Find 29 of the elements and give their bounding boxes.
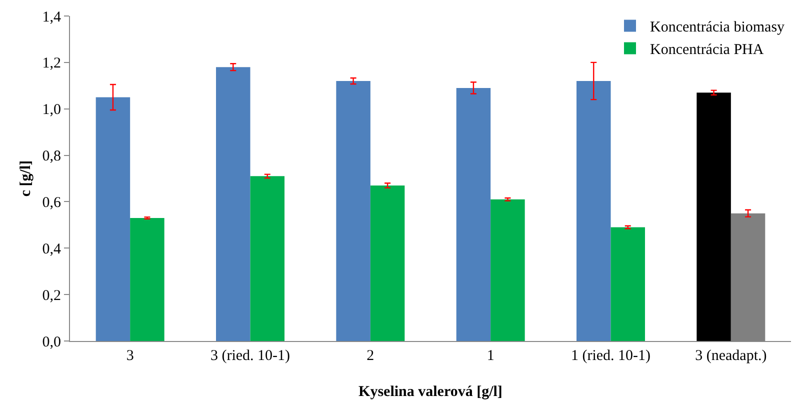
legend-label: Koncentrácia biomasy — [650, 20, 786, 36]
bar — [610, 227, 645, 341]
bar — [456, 88, 491, 341]
x-tick-label: 3 — [126, 348, 134, 364]
x-tick-label: 3 (neadapt.) — [695, 348, 767, 364]
x-tick-label: 1 (ried. 10-1) — [570, 348, 651, 364]
y-tick-label: 0,4 — [42, 241, 62, 258]
x-tick-label: 1 — [486, 348, 494, 364]
bar — [250, 176, 284, 341]
legend-label: Koncentrácia PHA — [650, 42, 764, 58]
bar — [696, 92, 731, 341]
y-tick-label: 0,8 — [42, 148, 61, 165]
y-tick-label: 0,6 — [42, 194, 62, 211]
x-tick-label: 3 (ried. 10-1) — [210, 348, 290, 364]
bar — [336, 81, 370, 341]
bar — [130, 218, 164, 341]
x-tick-label: 2 — [366, 348, 374, 364]
y-tick-label: 0,2 — [42, 288, 61, 304]
y-tick-label: 0,0 — [42, 334, 61, 350]
y-tick-label: 1,0 — [42, 102, 61, 118]
bar — [576, 81, 611, 341]
x-axis-title: Kyselina valerová [g/l] — [358, 384, 502, 400]
y-axis-title: c [g/l] — [18, 160, 34, 197]
bar — [370, 185, 405, 341]
bar — [96, 97, 130, 341]
y-tick-label: 1,4 — [42, 9, 62, 26]
bar — [216, 67, 250, 341]
y-tick-label: 1,2 — [42, 56, 61, 72]
bar — [490, 199, 525, 341]
